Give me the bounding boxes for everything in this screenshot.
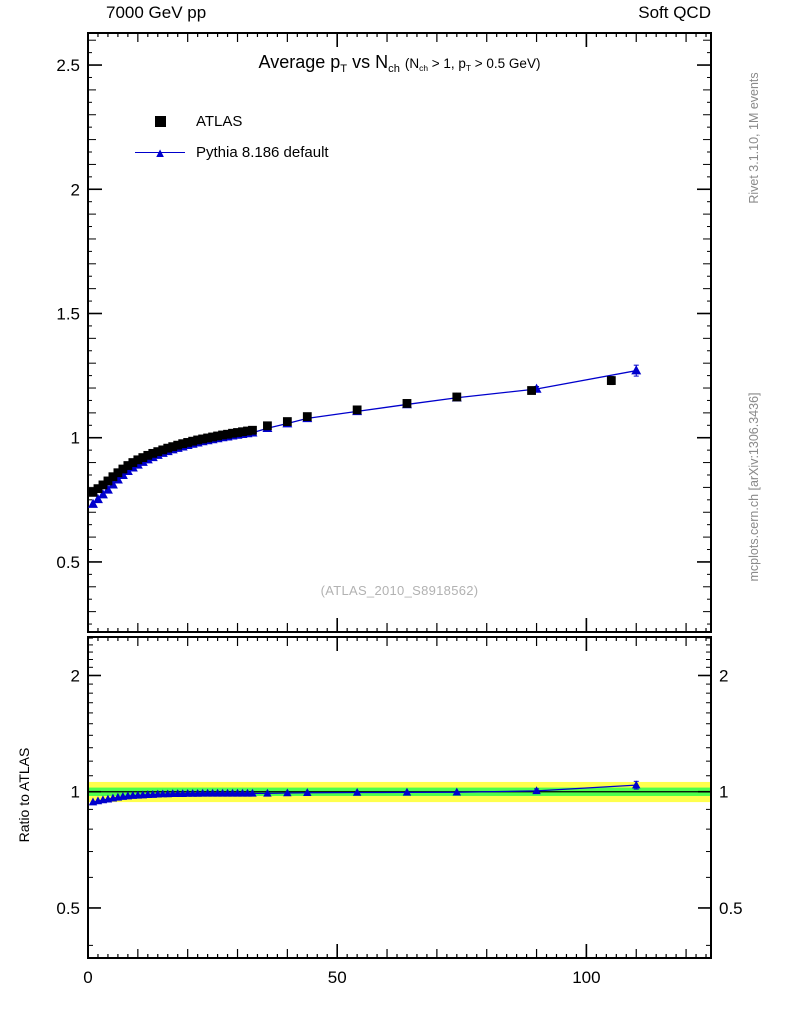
ratio-axis-label: Ratio to ATLAS (16, 747, 32, 843)
svg-text:0.5: 0.5 (56, 553, 80, 572)
svg-text:1: 1 (719, 783, 728, 802)
svg-text:100: 100 (572, 968, 600, 987)
svg-text:2: 2 (719, 666, 728, 685)
plot-header: 7000 GeV pp Soft QCD (88, 3, 711, 23)
svg-text:1.5: 1.5 (56, 304, 80, 323)
legend-item-atlas: ATLAS (132, 106, 329, 137)
rivet-version-note: Rivet 3.1.10, 1M events (747, 72, 761, 204)
plot-title-cuts: (Nch > 1, pT > 0.5 GeV) (404, 56, 541, 73)
analysis-id-watermark: (ATLAS_2010_S8918562) (320, 583, 479, 598)
svg-text:2: 2 (71, 666, 80, 685)
svg-text:0.5: 0.5 (56, 899, 80, 918)
mcplots-arxiv-note: mcplots.cern.ch [arXiv:1306.3436] (747, 392, 761, 582)
svg-text:1: 1 (71, 783, 80, 802)
svg-text:0: 0 (83, 968, 92, 987)
legend-label-atlas: ATLAS (196, 113, 243, 130)
plot-title: Average pT vs Nch (Nch > 1, pT > 0.5 GeV… (88, 52, 711, 75)
svg-text:1: 1 (71, 429, 80, 448)
process-group-label: Soft QCD (638, 3, 711, 22)
legend-label-pythia: Pythia 8.186 default (196, 144, 329, 161)
svg-text:50: 50 (328, 968, 347, 987)
legend: ATLAS ▲ Pythia 8.186 default (132, 106, 329, 168)
legend-item-pythia: ▲ Pythia 8.186 default (132, 137, 329, 168)
plot-title-main: Average pT vs Nch (258, 52, 400, 75)
beam-energy-label: 7000 GeV pp (106, 3, 207, 22)
svg-text:0.5: 0.5 (719, 899, 743, 918)
atlas-square-marker-icon (132, 113, 188, 131)
pythia-line-triangle-marker-icon: ▲ (132, 144, 188, 162)
svg-text:2: 2 (71, 180, 80, 199)
svg-text:2.5: 2.5 (56, 56, 80, 75)
